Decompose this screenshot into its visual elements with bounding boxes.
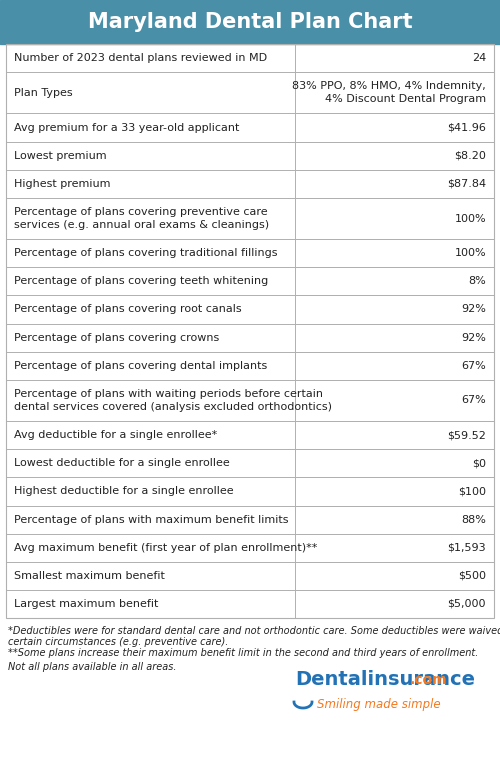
Text: 88%: 88% [461, 515, 486, 525]
Text: Avg premium for a 33 year-old applicant: Avg premium for a 33 year-old applicant [14, 122, 239, 132]
Text: Percentage of plans covering root canals: Percentage of plans covering root canals [14, 304, 241, 314]
Text: 83% PPO, 8% HMO, 4% Indemnity,
4% Discount Dental Program: 83% PPO, 8% HMO, 4% Indemnity, 4% Discou… [292, 81, 486, 104]
Text: $1,593: $1,593 [448, 542, 486, 552]
Text: 100%: 100% [454, 249, 486, 259]
Text: $87.84: $87.84 [447, 179, 486, 189]
Text: 8%: 8% [468, 276, 486, 286]
Text: $100: $100 [458, 487, 486, 496]
Text: Maryland Dental Plan Chart: Maryland Dental Plan Chart [88, 12, 412, 32]
Text: Plan Types: Plan Types [14, 88, 72, 98]
Text: Percentage of plans covering traditional fillings: Percentage of plans covering traditional… [14, 249, 278, 259]
Text: $41.96: $41.96 [447, 122, 486, 132]
Text: Percentage of plans with maximum benefit limits: Percentage of plans with maximum benefit… [14, 515, 288, 525]
Text: Largest maximum benefit: Largest maximum benefit [14, 599, 158, 609]
Text: Percentage of plans covering teeth whitening: Percentage of plans covering teeth white… [14, 276, 268, 286]
Text: 100%: 100% [454, 213, 486, 223]
Text: 92%: 92% [461, 304, 486, 314]
Bar [6, 44, 494, 618]
Text: Highest deductible for a single enrollee: Highest deductible for a single enrollee [14, 487, 234, 496]
Text: $500: $500 [458, 571, 486, 581]
Text: Dentalinsurance: Dentalinsurance [295, 670, 475, 689]
Text: certain circumstances (e.g. preventive care).: certain circumstances (e.g. preventive c… [8, 637, 228, 647]
Text: $8.20: $8.20 [454, 151, 486, 161]
Text: 92%: 92% [461, 333, 486, 343]
Text: Not all plans available in all areas.: Not all plans available in all areas. [8, 662, 176, 672]
Text: Percentage of plans covering crowns: Percentage of plans covering crowns [14, 333, 219, 343]
Text: $0: $0 [472, 458, 486, 468]
Text: $5,000: $5,000 [448, 599, 486, 609]
Text: Lowest premium: Lowest premium [14, 151, 106, 161]
Text: **Some plans increase their maximum benefit limit in the second and third years : **Some plans increase their maximum bene… [8, 648, 478, 658]
Text: Smiling made simple: Smiling made simple [317, 698, 440, 711]
Text: Highest premium: Highest premium [14, 179, 110, 189]
Text: Avg maximum benefit (first year of plan enrollment)**: Avg maximum benefit (first year of plan … [14, 542, 318, 552]
Text: 67%: 67% [461, 396, 486, 405]
Text: Percentage of plans covering dental implants: Percentage of plans covering dental impl… [14, 361, 267, 371]
Text: Percentage of plans covering preventive care
services (e.g. annual oral exams & : Percentage of plans covering preventive … [14, 207, 269, 230]
Text: Lowest deductible for a single enrollee: Lowest deductible for a single enrollee [14, 458, 230, 468]
Text: Avg deductible for a single enrollee*: Avg deductible for a single enrollee* [14, 430, 217, 440]
Text: Smallest maximum benefit: Smallest maximum benefit [14, 571, 165, 581]
Text: .com: .com [410, 673, 448, 687]
Text: Percentage of plans with waiting periods before certain
dental services covered : Percentage of plans with waiting periods… [14, 389, 332, 412]
Bar [0, 0, 500, 44]
Text: Number of 2023 dental plans reviewed in MD: Number of 2023 dental plans reviewed in … [14, 53, 267, 63]
Text: 24: 24 [472, 53, 486, 63]
Text: 67%: 67% [461, 361, 486, 371]
Text: *Deductibles were for standard dental care and not orthodontic care. Some deduct: *Deductibles were for standard dental ca… [8, 626, 500, 636]
Text: $59.52: $59.52 [447, 430, 486, 440]
